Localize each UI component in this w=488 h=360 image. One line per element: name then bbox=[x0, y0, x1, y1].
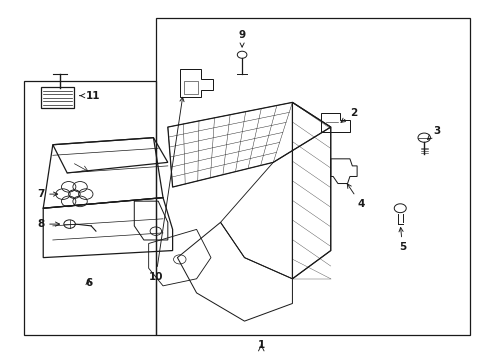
Bar bbox=[24, 81, 156, 335]
Text: 9: 9 bbox=[238, 30, 245, 47]
Text: 4: 4 bbox=[346, 184, 364, 209]
Text: 6: 6 bbox=[85, 278, 92, 288]
Text: 1: 1 bbox=[257, 341, 264, 350]
Text: 3: 3 bbox=[427, 126, 440, 139]
Text: 8: 8 bbox=[37, 219, 60, 229]
Text: 5: 5 bbox=[398, 228, 406, 252]
Text: 11: 11 bbox=[80, 91, 100, 101]
Text: 10: 10 bbox=[148, 97, 183, 282]
Bar bbox=[41, 87, 74, 108]
Bar bbox=[183, 81, 198, 94]
Bar bbox=[156, 18, 469, 335]
Text: 7: 7 bbox=[37, 189, 58, 199]
Text: 2: 2 bbox=[340, 108, 356, 122]
